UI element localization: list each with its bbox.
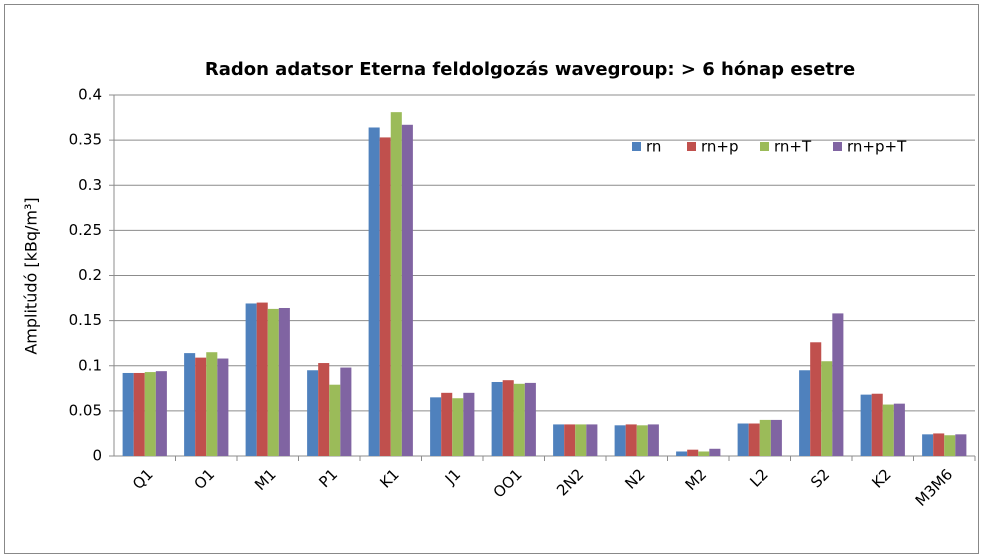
- bar: [893, 403, 905, 456]
- bar: [379, 137, 391, 457]
- bar: [256, 302, 268, 456]
- bar: [636, 425, 648, 456]
- bar: [871, 393, 883, 456]
- y-tick-label: 0.4: [78, 86, 102, 104]
- legend-swatch: [687, 142, 696, 151]
- bar: [553, 424, 565, 456]
- legend-swatch: [632, 142, 641, 151]
- legend-label: rn: [646, 138, 661, 156]
- bar: [245, 303, 257, 456]
- bar: [307, 370, 319, 456]
- bar: [133, 372, 145, 456]
- bar: [184, 353, 196, 456]
- y-tick-label: 0.05: [69, 401, 102, 419]
- bar: [144, 372, 156, 456]
- y-tick-label: 0.1: [78, 356, 102, 374]
- bar: [832, 313, 844, 456]
- y-axis-label: Amplitúdó [kBq/m³]: [22, 197, 41, 354]
- bar: [390, 112, 402, 457]
- y-tick-label: 0.3: [78, 176, 102, 194]
- bar: [770, 419, 782, 456]
- chart-title: Radon adatsor Eterna feldolgozás wavegro…: [205, 59, 855, 80]
- bar: [267, 308, 279, 456]
- bar: [155, 371, 167, 456]
- bar: [586, 424, 598, 456]
- bar: [463, 392, 475, 456]
- bar: [933, 433, 945, 456]
- y-tick-label: 0.25: [69, 221, 102, 239]
- bar: [748, 423, 760, 456]
- y-tick-label: 0: [92, 447, 102, 465]
- bar: [452, 398, 464, 456]
- legend-swatch: [833, 142, 842, 151]
- y-tick-label: 0.2: [78, 266, 102, 284]
- bar: [564, 424, 576, 456]
- bar: [944, 435, 956, 456]
- bar: [122, 372, 134, 456]
- bar: [799, 370, 811, 456]
- bar: [524, 382, 536, 456]
- bar: [709, 448, 721, 456]
- bar: [502, 380, 514, 456]
- bar: [821, 361, 833, 456]
- legend-swatch: [760, 142, 769, 151]
- bar: [430, 397, 442, 456]
- bar: [955, 434, 967, 456]
- bar: [676, 451, 688, 456]
- bar: [318, 363, 330, 456]
- bar: [698, 451, 710, 456]
- bar: [810, 342, 822, 456]
- bar: [340, 367, 352, 456]
- bar: [401, 124, 413, 456]
- bar: [206, 352, 218, 456]
- bar: [687, 449, 699, 456]
- bar: [278, 307, 290, 456]
- legend-label: rn+p: [701, 138, 739, 156]
- legend-label: rn+p+T: [847, 138, 907, 156]
- chart-border: [4, 4, 979, 554]
- bar: [329, 384, 341, 456]
- bar: [441, 392, 453, 456]
- bar: [513, 383, 525, 456]
- legend-label: rn+T: [774, 138, 812, 156]
- bar: [368, 127, 380, 457]
- bar: [759, 419, 771, 456]
- bar: [575, 424, 587, 456]
- bar: [625, 424, 637, 456]
- bar: [882, 404, 894, 456]
- bar: [195, 357, 207, 456]
- bar: [217, 358, 229, 456]
- bar: [614, 425, 626, 456]
- bar: [647, 424, 659, 456]
- bar: [737, 423, 749, 456]
- y-tick-label: 0.15: [69, 311, 102, 329]
- bar: [491, 381, 503, 456]
- bar: [860, 394, 872, 456]
- bar: [922, 434, 934, 456]
- y-tick-label: 0.35: [69, 131, 102, 149]
